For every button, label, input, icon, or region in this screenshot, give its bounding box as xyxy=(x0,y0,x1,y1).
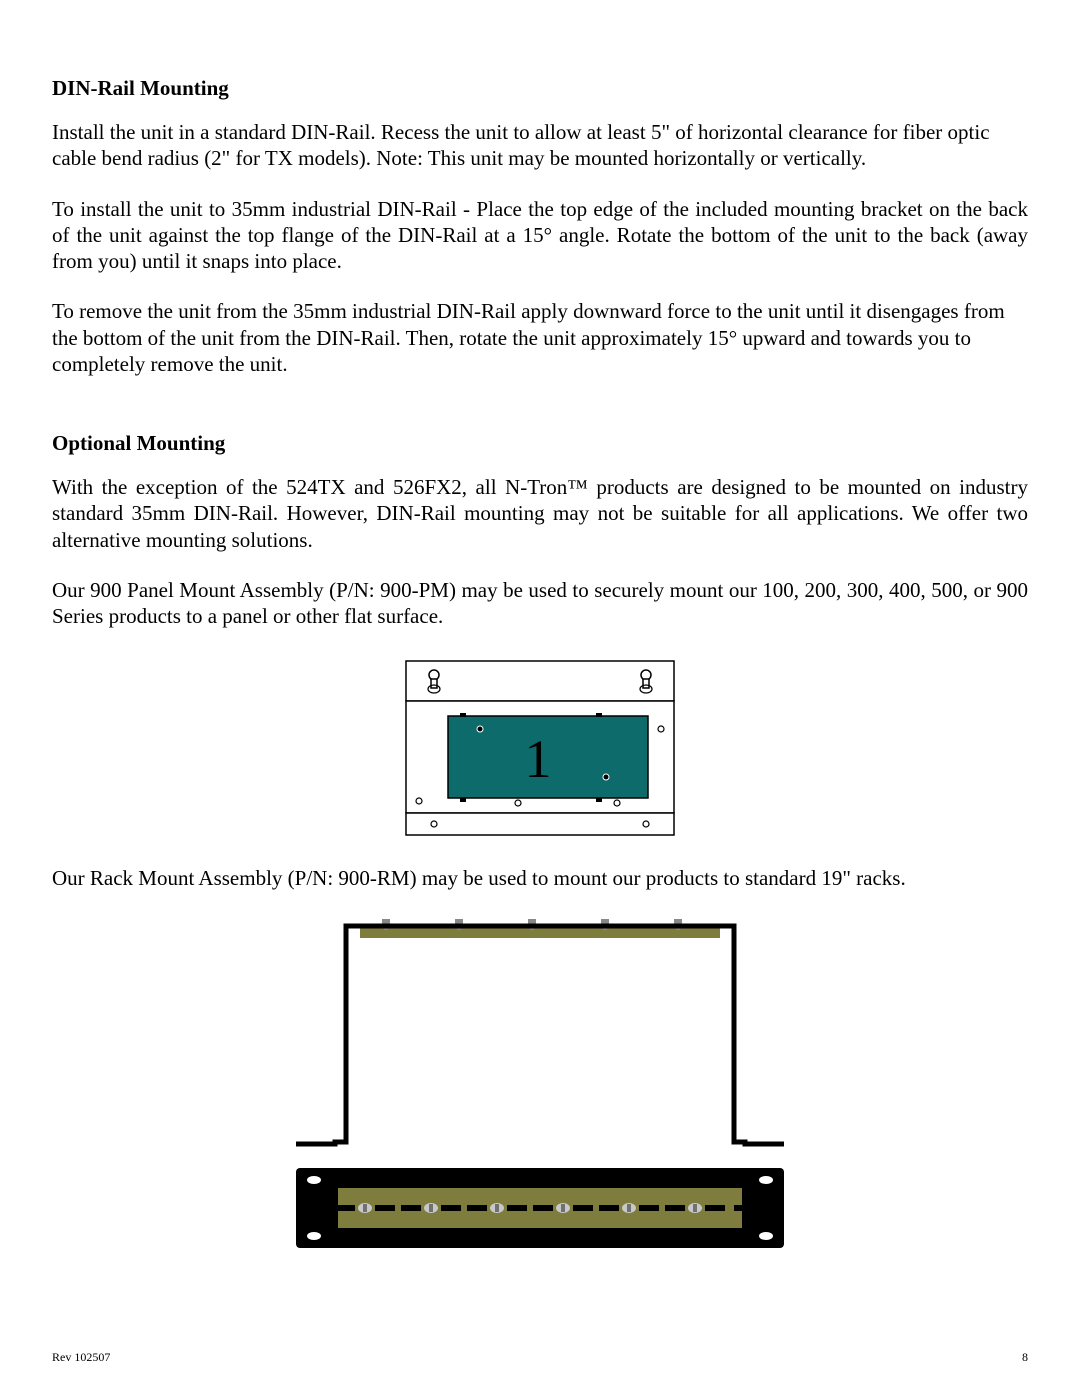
heading-optional: Optional Mounting xyxy=(52,431,1028,456)
panel-mount-diagram: 1 xyxy=(400,653,680,845)
para-install: Install the unit in a standard DIN-Rail.… xyxy=(52,119,1028,172)
svg-text:1: 1 xyxy=(525,729,552,789)
para-exception: With the exception of the 524TX and 526F… xyxy=(52,474,1028,553)
footer-rev: Rev 102507 xyxy=(52,1350,110,1365)
rack-mount-diagram xyxy=(290,916,790,1258)
para-to-install: To install the unit to 35mm industrial D… xyxy=(52,196,1028,275)
figure-panel-mount: 1 xyxy=(52,653,1028,845)
para-rack-mount: Our Rack Mount Assembly (P/N: 900-RM) ma… xyxy=(52,865,1028,891)
figure-rack-mount xyxy=(52,916,1028,1258)
para-panel-mount: Our 900 Panel Mount Assembly (P/N: 900-P… xyxy=(52,577,1028,630)
para-remove: To remove the unit from the 35mm industr… xyxy=(52,298,1028,377)
footer-page-number: 8 xyxy=(1022,1350,1028,1365)
heading-din-rail: DIN-Rail Mounting xyxy=(52,76,1028,101)
